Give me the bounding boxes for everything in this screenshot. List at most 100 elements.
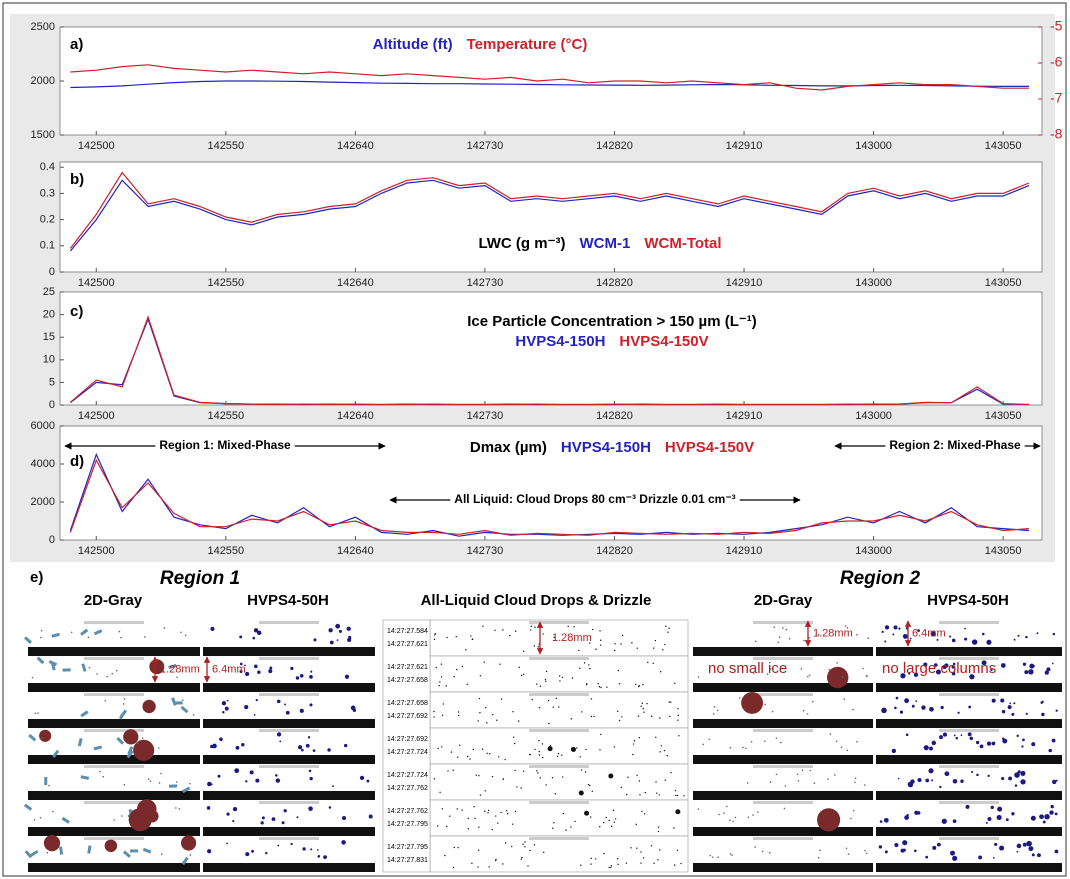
droplet — [852, 809, 855, 812]
image-strip — [876, 800, 1062, 827]
particle — [921, 705, 926, 710]
particle — [296, 816, 299, 819]
particle — [1050, 804, 1054, 809]
droplet — [478, 697, 481, 700]
strip-separator — [693, 791, 873, 800]
droplet — [516, 786, 518, 788]
droplet — [591, 790, 594, 793]
droplet — [552, 706, 555, 708]
droplet — [509, 634, 511, 637]
droplet — [453, 846, 455, 849]
strip-header — [529, 801, 589, 804]
x-tick-label: 142500 — [78, 277, 115, 289]
particle — [341, 815, 347, 821]
x-tick-label: 142910 — [726, 545, 763, 557]
droplet — [773, 626, 776, 629]
droplet — [87, 636, 90, 639]
particle — [226, 812, 230, 816]
y-tick-label: 0 — [49, 399, 55, 411]
droplet — [632, 743, 635, 745]
droplet — [653, 862, 655, 865]
droplet — [668, 701, 670, 703]
x-tick-label: 142730 — [467, 140, 504, 152]
ice-column — [80, 775, 90, 780]
y-tick-label: 0.1 — [40, 240, 55, 252]
droplet — [808, 674, 811, 676]
droplet — [573, 626, 575, 628]
particle — [1055, 709, 1058, 712]
particle — [335, 623, 341, 629]
x-tick-label: 142500 — [78, 545, 115, 557]
column-title: HVPS4-50H — [927, 592, 1009, 609]
droplet — [599, 749, 601, 751]
droplet — [433, 710, 435, 713]
particle — [991, 698, 996, 703]
x-tick-label: 142500 — [78, 140, 115, 152]
y-tick-label: 25 — [43, 286, 55, 298]
particle — [256, 630, 262, 636]
particle — [338, 629, 342, 633]
droplet — [638, 780, 641, 782]
droplet — [189, 854, 192, 856]
droplet — [845, 847, 848, 850]
ice-column — [30, 849, 39, 857]
x-tick-label: 143000 — [855, 277, 892, 289]
droplet — [554, 793, 557, 795]
particle — [935, 669, 941, 675]
droplet — [677, 719, 679, 721]
droplet — [595, 858, 597, 860]
particle — [244, 664, 246, 667]
droplet — [40, 629, 43, 632]
droplet — [656, 792, 658, 794]
particle — [301, 748, 304, 752]
image-strip — [429, 655, 689, 693]
particle — [893, 625, 898, 630]
plot-area — [59, 291, 1043, 406]
droplet — [441, 808, 444, 810]
particle — [952, 855, 958, 861]
droplet — [504, 842, 507, 844]
strip-header — [529, 765, 589, 768]
ice-column — [61, 816, 70, 824]
droplet — [189, 782, 191, 785]
particle — [904, 698, 910, 704]
droplet — [709, 854, 712, 857]
particle — [260, 821, 264, 825]
particle — [327, 748, 331, 752]
particle — [894, 706, 897, 710]
droplet — [677, 708, 679, 710]
series-line — [69, 452, 1030, 537]
droplet — [180, 631, 182, 634]
particle — [1001, 776, 1005, 781]
droplet — [597, 682, 599, 685]
image-strip — [429, 799, 689, 837]
droplet — [802, 709, 805, 712]
droplet — [610, 865, 613, 867]
y-tick-label: 0 — [49, 534, 55, 546]
image-strip — [693, 620, 873, 647]
series-line — [69, 458, 1030, 536]
droplet — [104, 700, 107, 702]
ice-column — [58, 846, 64, 855]
droplet — [673, 864, 676, 866]
droplet — [547, 699, 550, 702]
particle — [1017, 634, 1020, 637]
droplet — [533, 844, 536, 846]
droplet — [461, 665, 464, 668]
particle — [941, 818, 947, 824]
droplet — [491, 828, 493, 831]
droplet — [618, 682, 621, 685]
particle — [902, 633, 908, 639]
particle — [210, 626, 215, 631]
droplet — [642, 707, 644, 710]
image-strip — [28, 800, 200, 827]
particle — [1009, 702, 1012, 705]
droplet — [844, 625, 847, 627]
x-tick-label: 142910 — [726, 277, 763, 289]
droplet — [833, 774, 836, 776]
droplet — [522, 650, 525, 653]
particle — [1025, 635, 1028, 639]
strip-separator — [693, 863, 873, 872]
droplet — [181, 699, 184, 702]
strip-separator — [876, 827, 1062, 836]
